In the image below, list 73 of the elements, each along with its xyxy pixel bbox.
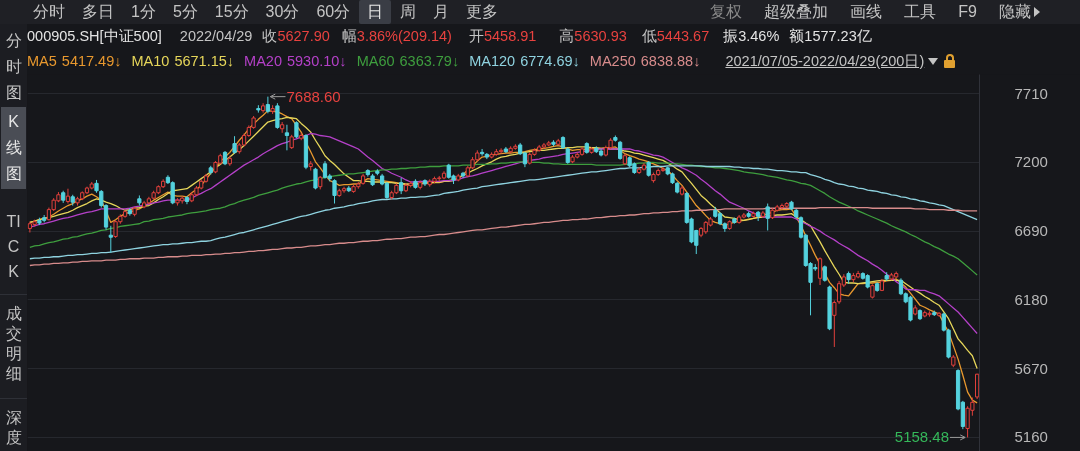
y-tick-label: 7710 [1014, 84, 1048, 102]
text: 15分 [214, 1, 249, 22]
text: 日 [359, 0, 392, 25]
candlestick [618, 140, 623, 161]
text: 30分 [265, 1, 300, 22]
text: 更多 [466, 1, 499, 22]
text: 5458.91 [483, 26, 537, 46]
text: 5671.15↓ [174, 51, 235, 71]
candlestick [108, 225, 113, 254]
text: 5分 [172, 1, 198, 22]
text: 5630.93 [574, 26, 627, 46]
text: 额1577.23亿 [789, 26, 872, 46]
text: 成交明细 [5, 304, 22, 384]
candlestick [779, 203, 785, 211]
text: MA60 [356, 51, 395, 71]
text: 3.86%(209.14) [356, 26, 452, 46]
line-series [29, 161, 978, 276]
line-series [29, 206, 978, 267]
text: 多日 [82, 1, 114, 22]
text: 工具 [904, 1, 937, 22]
candlestick [341, 186, 347, 194]
text: 6838.88↓ [640, 51, 701, 71]
text: MA120 [469, 51, 516, 71]
y-tick-label: 6180 [1014, 290, 1048, 308]
text: 分时 [33, 1, 65, 22]
text: 低 [641, 26, 657, 46]
text: 超级叠加 [764, 1, 829, 22]
text: F9 [958, 1, 977, 22]
text: 分时图 [5, 31, 22, 103]
line-series [29, 132, 978, 335]
text: 幅 [341, 26, 357, 46]
text: 复权 [710, 1, 743, 22]
candlestick [275, 102, 280, 130]
text: MA10 [131, 51, 170, 71]
text: 5417.49↓ [61, 51, 122, 71]
text: 画线 [850, 1, 883, 22]
chart-title: 000905.SH[中证500] [27, 26, 162, 46]
candlestick [765, 203, 770, 231]
text: 开 [468, 26, 484, 46]
annotation: 7688.60 [286, 87, 341, 105]
text: 振3.46% [723, 26, 780, 46]
text: 隐藏 [999, 1, 1031, 22]
candlestick [65, 188, 71, 205]
candlestick [284, 124, 290, 151]
candlestick [332, 178, 337, 205]
text: 60分 [316, 1, 351, 22]
line-series [29, 165, 978, 260]
text: TICK [5, 211, 22, 282]
text: 2022/04/29 [179, 26, 253, 46]
text: 5443.67 [656, 26, 710, 46]
y-tick-label: 5160 [1014, 428, 1048, 446]
y-tick-label: 5670 [1014, 359, 1048, 377]
candlestick [265, 96, 270, 114]
text: 收 [262, 26, 278, 46]
text: MA5 [27, 51, 57, 71]
text: 深度 [5, 408, 22, 448]
text: 2021/07/05-2022/04/29(200日) [725, 51, 925, 71]
text: 1分 [131, 1, 156, 22]
annotation: 5158.48 [894, 428, 950, 446]
text: K线图 [5, 112, 22, 184]
candlestick [817, 256, 823, 286]
text: MA250 [589, 51, 636, 71]
text: 月 [433, 1, 450, 22]
y-tick-label: 7200 [1014, 153, 1048, 171]
text: MA20 [244, 51, 282, 71]
text: 6363.79↓ [399, 51, 460, 71]
candlestick [975, 373, 980, 400]
text: 5627.90 [277, 26, 330, 46]
text: 周 [400, 1, 417, 22]
text: 6774.69↓ [520, 51, 580, 71]
y-tick-label: 6690 [1014, 222, 1048, 240]
text: 5930.10↓ [286, 51, 347, 71]
text: 高 [559, 26, 575, 46]
